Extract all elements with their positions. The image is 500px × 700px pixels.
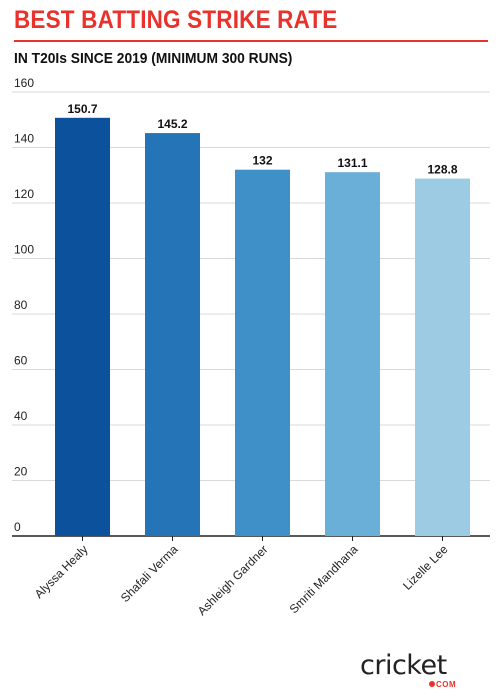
- title-divider: [14, 40, 488, 42]
- cricket-com-logo: cricket COM: [360, 650, 475, 690]
- bar-value-label: 128.8: [427, 163, 457, 177]
- y-tick-label: 160: [14, 76, 34, 90]
- bar-value-label: 132: [252, 154, 272, 168]
- chart-title: BEST BATTING STRIKE RATE: [14, 6, 338, 34]
- logo-wordmark: cricket: [360, 650, 447, 681]
- y-tick-label: 40: [14, 409, 28, 423]
- y-tick-label: 120: [14, 187, 34, 201]
- y-tick-label: 0: [14, 520, 21, 534]
- bar: [235, 169, 290, 536]
- bar-chart: 0 20 40 60 80 100 120 140 160 150.7 Alyssa Healy 14…: [12, 76, 490, 618]
- logo-dot-icon: [429, 681, 435, 687]
- bar-value-label: 150.7: [67, 102, 97, 116]
- x-tick-label: Ashleigh Gardner: [195, 542, 271, 618]
- y-tick-label: 60: [14, 354, 28, 368]
- y-tick-label: 20: [14, 465, 28, 479]
- x-tick-label: Lizelle Lee: [400, 542, 451, 593]
- chart-subtitle: IN T20Is SINCE 2019 (MINIMUM 300 RUNS): [14, 50, 293, 67]
- y-tick-label: 100: [14, 243, 34, 257]
- bar: [325, 172, 380, 536]
- bar: [415, 178, 470, 536]
- x-tick-label: Smriti Mandhana: [287, 542, 361, 616]
- bar-value-label: 145.2: [157, 117, 187, 131]
- y-tick-label: 80: [14, 298, 28, 312]
- bar: [55, 117, 110, 537]
- bar: [145, 133, 200, 536]
- bar-value-label: 131.1: [337, 156, 367, 170]
- y-tick-label: 140: [14, 132, 34, 146]
- x-tick-label: Alyssa Healy: [32, 542, 91, 601]
- logo-suffix: COM: [436, 680, 457, 689]
- x-tick-label: Shafali Verma: [118, 542, 181, 605]
